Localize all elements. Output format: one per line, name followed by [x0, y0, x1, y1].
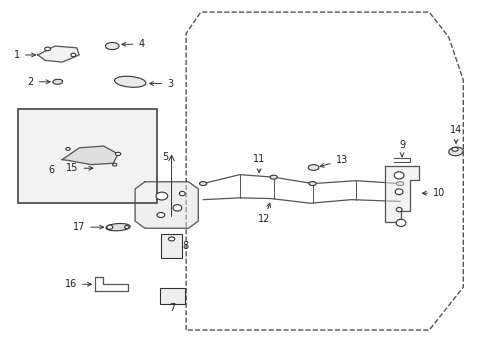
Bar	[19, 109, 157, 203]
Ellipse shape	[107, 225, 113, 229]
Polygon shape	[384, 166, 418, 222]
Text: 8: 8	[182, 241, 188, 251]
Ellipse shape	[179, 192, 185, 196]
Ellipse shape	[451, 147, 457, 151]
Ellipse shape	[396, 181, 403, 185]
Ellipse shape	[173, 204, 182, 211]
Text: 1: 1	[14, 50, 35, 60]
Ellipse shape	[308, 181, 316, 185]
Ellipse shape	[393, 172, 403, 179]
Ellipse shape	[66, 148, 70, 150]
Ellipse shape	[115, 152, 121, 156]
Ellipse shape	[124, 226, 129, 229]
Ellipse shape	[307, 165, 318, 170]
Text: 14: 14	[449, 125, 461, 143]
Polygon shape	[62, 146, 118, 165]
Ellipse shape	[269, 175, 277, 179]
Ellipse shape	[448, 147, 462, 156]
Text: 11: 11	[252, 154, 264, 172]
Text: 12: 12	[257, 203, 270, 224]
Text: 5: 5	[162, 152, 168, 162]
Ellipse shape	[156, 192, 167, 200]
Text: 4: 4	[122, 39, 144, 49]
Text: 10: 10	[422, 188, 444, 198]
Text: 7: 7	[169, 302, 175, 312]
Ellipse shape	[394, 189, 402, 195]
Text: 13: 13	[320, 156, 347, 167]
Ellipse shape	[112, 163, 117, 166]
Ellipse shape	[44, 47, 50, 51]
Ellipse shape	[395, 207, 401, 212]
Ellipse shape	[395, 219, 405, 226]
Polygon shape	[38, 46, 79, 62]
Ellipse shape	[107, 159, 113, 162]
Ellipse shape	[168, 237, 174, 241]
Polygon shape	[135, 182, 198, 228]
Ellipse shape	[114, 172, 120, 175]
Ellipse shape	[157, 212, 164, 217]
Text: 3: 3	[149, 78, 173, 89]
Bar	[160, 288, 185, 304]
Text: 16: 16	[65, 279, 91, 289]
Text: 15: 15	[66, 163, 93, 173]
Ellipse shape	[114, 76, 145, 87]
Ellipse shape	[199, 181, 206, 185]
Text: 9: 9	[398, 140, 404, 157]
Ellipse shape	[53, 79, 62, 84]
Text: 17: 17	[73, 222, 103, 232]
Ellipse shape	[106, 224, 130, 231]
Text: 6: 6	[48, 165, 55, 175]
Ellipse shape	[71, 53, 76, 57]
Text: 2: 2	[27, 77, 50, 87]
Bar	[161, 234, 182, 258]
Ellipse shape	[105, 42, 119, 50]
